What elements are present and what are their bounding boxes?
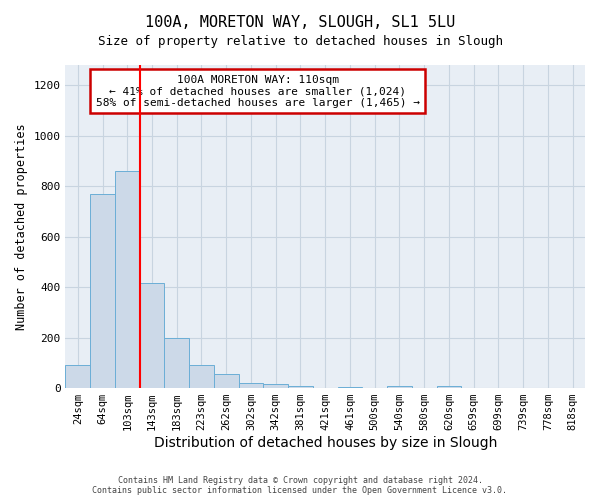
Bar bbox=[164, 338, 189, 388]
Text: Contains HM Land Registry data © Crown copyright and database right 2024.
Contai: Contains HM Land Registry data © Crown c… bbox=[92, 476, 508, 495]
Bar bbox=[387, 386, 412, 388]
Bar bbox=[288, 386, 313, 388]
Bar bbox=[263, 384, 288, 388]
Text: Size of property relative to detached houses in Slough: Size of property relative to detached ho… bbox=[97, 35, 503, 48]
Bar bbox=[65, 366, 90, 388]
X-axis label: Distribution of detached houses by size in Slough: Distribution of detached houses by size … bbox=[154, 436, 497, 450]
Bar bbox=[239, 383, 263, 388]
Text: 100A MORETON WAY: 110sqm
← 41% of detached houses are smaller (1,024)
58% of sem: 100A MORETON WAY: 110sqm ← 41% of detach… bbox=[95, 74, 419, 108]
Bar bbox=[90, 194, 115, 388]
Bar bbox=[189, 366, 214, 388]
Bar bbox=[338, 387, 362, 388]
Y-axis label: Number of detached properties: Number of detached properties bbox=[15, 123, 28, 330]
Bar bbox=[437, 386, 461, 388]
Bar bbox=[140, 284, 164, 388]
Bar bbox=[214, 374, 239, 388]
Bar bbox=[115, 171, 140, 388]
Text: 100A, MORETON WAY, SLOUGH, SL1 5LU: 100A, MORETON WAY, SLOUGH, SL1 5LU bbox=[145, 15, 455, 30]
